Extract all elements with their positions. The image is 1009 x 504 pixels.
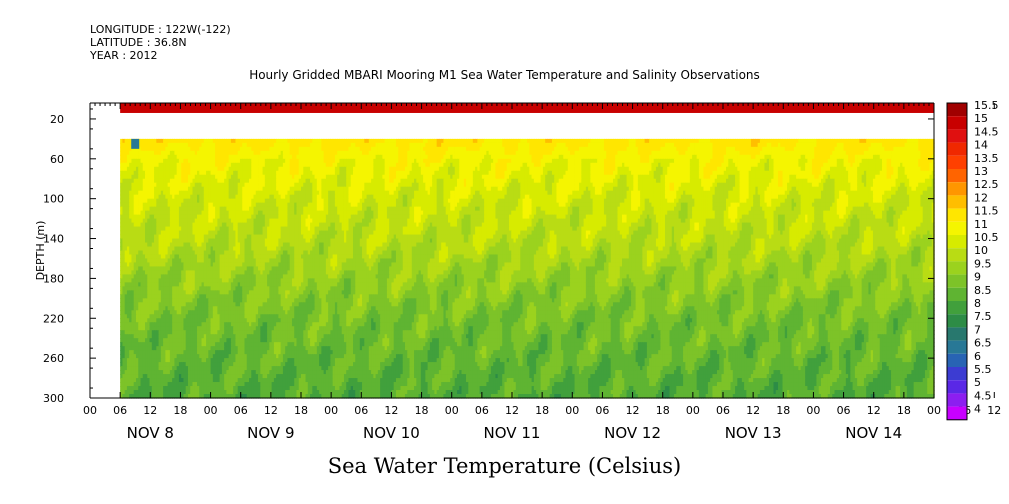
temperature-field xyxy=(120,103,934,399)
